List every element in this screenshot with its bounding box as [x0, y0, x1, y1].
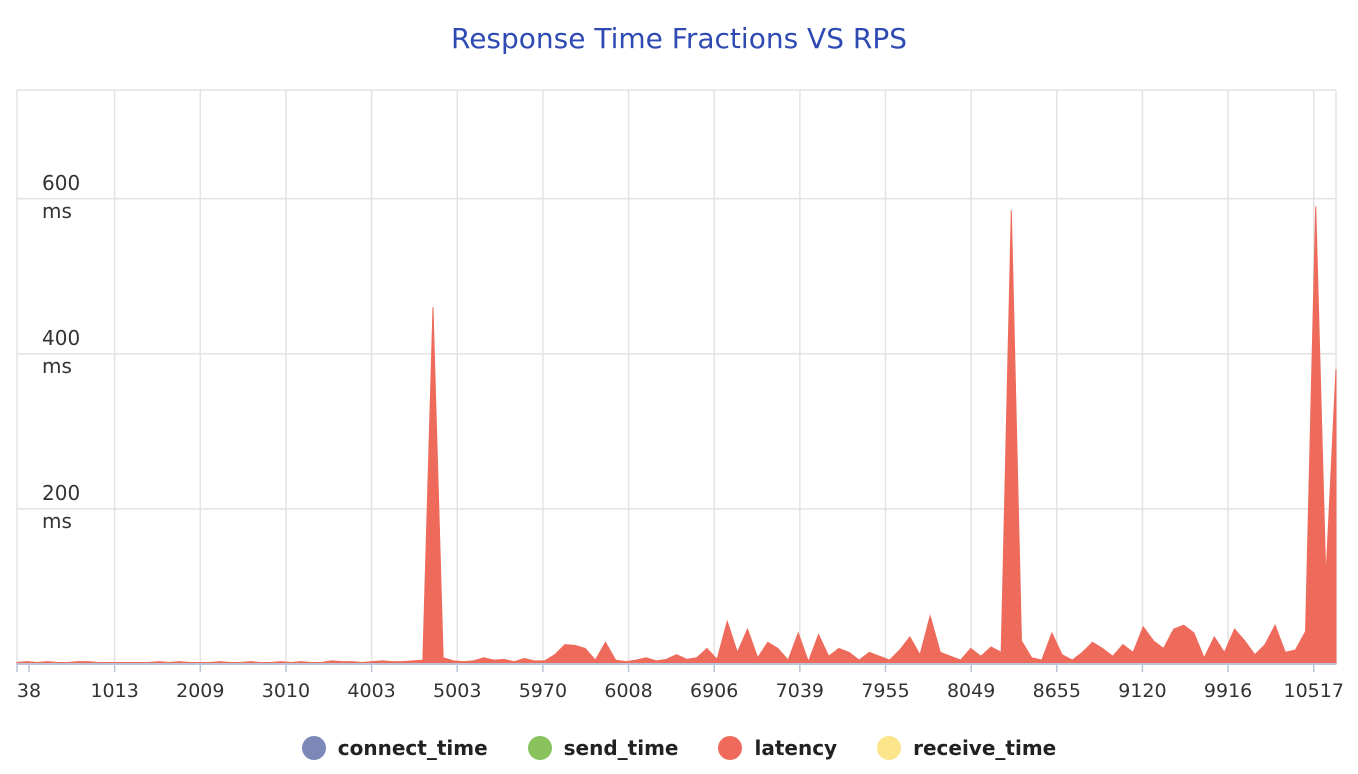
series-layer [16, 206, 1337, 665]
x-tick-label: 6008 [604, 680, 653, 702]
x-tick-label: 9120 [1118, 680, 1167, 702]
legend-item-receive-time[interactable]: receive_time [877, 736, 1056, 760]
latency-marker [718, 736, 743, 760]
x-tick-label: 10517 [1283, 680, 1344, 702]
x-tick-label: 8049 [946, 680, 996, 702]
x-tick-label: 3010 [261, 680, 311, 702]
y-tick-label: 200 ms [42, 480, 81, 533]
legend-item-connect-time[interactable]: connect_time [301, 736, 488, 760]
x-tick-label: 38 [16, 680, 42, 702]
x-tick-label: 5970 [518, 680, 568, 702]
y-tick-label: 600 ms [42, 170, 81, 223]
legend-label: latency [754, 736, 838, 760]
y-tick-label: 400 ms [42, 325, 81, 378]
x-tick-label: 7955 [861, 680, 910, 702]
grid-lines [16, 89, 1337, 664]
x-tick-label: 4003 [347, 680, 396, 702]
legend-label: connect_time [337, 736, 488, 760]
send-time-marker [527, 736, 552, 760]
legend-item-send-time[interactable]: send_time [527, 736, 679, 760]
x-tick-label: 7039 [775, 680, 825, 702]
x-tick-label: 2009 [176, 680, 225, 702]
legend: connect_time send_time latency receive_t… [0, 736, 1358, 760]
legend-item-latency[interactable]: latency [718, 736, 837, 760]
receive-time-marker [877, 736, 902, 760]
x-tick-label: 9916 [1203, 680, 1253, 702]
x-tick-label: 6906 [690, 680, 739, 702]
legend-label: send_time [563, 736, 679, 760]
connect-time-marker [301, 736, 326, 760]
x-axis [16, 663, 1336, 672]
series-area-latency [16, 206, 1337, 665]
x-tick-label: 1013 [90, 680, 139, 702]
x-tick-label: 5003 [433, 680, 482, 702]
chart-title: Response Time Fractions VS RPS [451, 22, 907, 55]
legend-label: receive_time [913, 736, 1057, 760]
x-tick-label: 8655 [1032, 680, 1081, 702]
